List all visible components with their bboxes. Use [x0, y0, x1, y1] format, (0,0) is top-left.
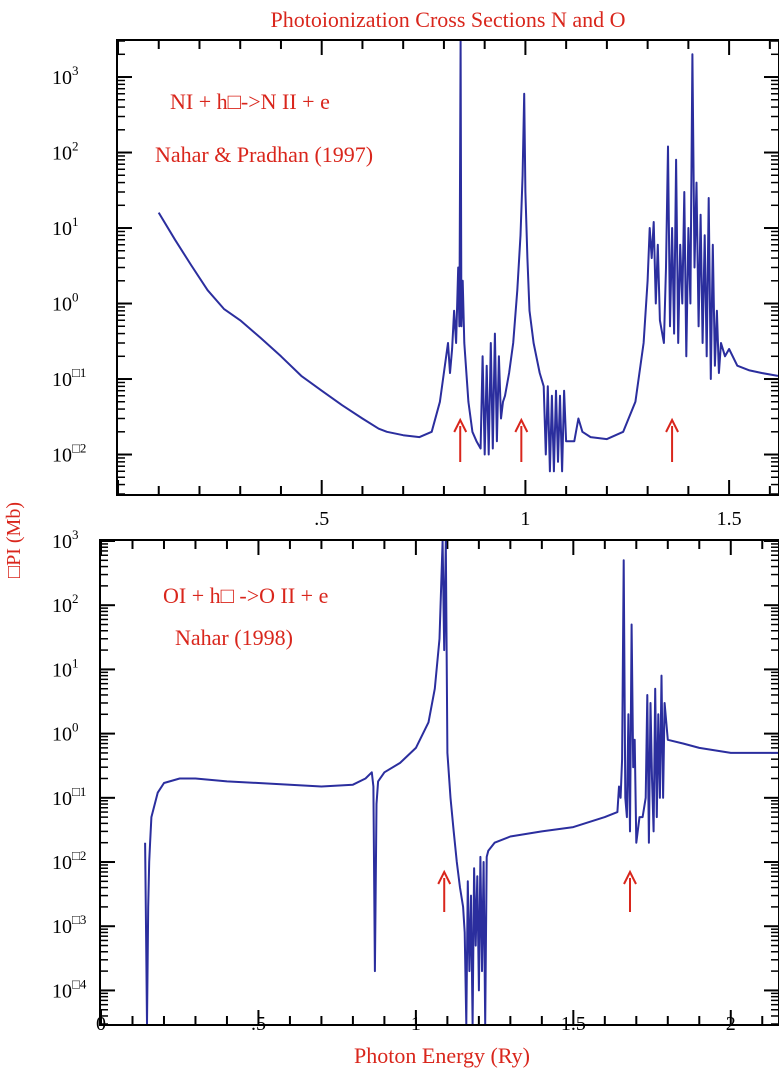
- ytick-exponent: 2: [72, 591, 79, 606]
- ytick-base: 10: [52, 980, 72, 1002]
- top-ytick-label: 101: [52, 214, 79, 240]
- bottom-annotation-reaction: OI + h□ ->O II + e: [163, 583, 328, 608]
- ytick-exponent: 2: [72, 139, 79, 154]
- top-panel-arrows: [453, 417, 679, 462]
- ytick-base: 10: [52, 724, 72, 746]
- ytick-base: 10: [52, 67, 72, 89]
- ytick-exponent: 1: [72, 655, 79, 670]
- top-ytick-label: 10□1: [52, 365, 86, 391]
- bot-ytick-label: 10□3: [52, 912, 86, 938]
- ytick-base: 10: [52, 788, 72, 810]
- ytick-base: 10: [52, 595, 72, 617]
- bot-ytick-label: 102: [52, 591, 79, 617]
- bot-xtick-label: 1: [411, 1013, 421, 1035]
- ytick-base: 10: [52, 445, 72, 467]
- bot-ytick-label: 10□2: [52, 848, 86, 874]
- bot-xtick-label: .5: [251, 1013, 266, 1035]
- ytick-exponent: 1: [72, 214, 79, 229]
- ytick-exponent: 3: [72, 527, 79, 542]
- bot-arrow: [437, 869, 452, 912]
- bot-xtick-label: 2: [726, 1013, 736, 1035]
- top-ytick-label: 10□2: [52, 441, 86, 467]
- bottom-annotation-reference: Nahar (1998): [175, 625, 293, 650]
- top-series-line: [157, 41, 778, 473]
- top-panel-curve-group: [157, 41, 778, 473]
- ytick-exponent: 3: [72, 63, 79, 78]
- arrow-head: [514, 417, 529, 433]
- top-panel-ticks: [117, 40, 778, 495]
- bottom-x-tick-labels: 0 .5 1 1.5 2: [96, 1013, 736, 1035]
- ytick-exponent: 0: [72, 720, 79, 735]
- bot-ytick-label: 103: [52, 527, 79, 553]
- arrow-head: [453, 417, 468, 433]
- y-axis-label: □PI (Mb): [3, 502, 25, 578]
- ytick-base: 10: [52, 294, 72, 316]
- bottom-panel-frame: [99, 539, 779, 1026]
- arrow-head: [437, 869, 452, 885]
- bot-series-line: [144, 541, 778, 1024]
- ytick-exponent: □2: [72, 848, 86, 863]
- top-annotation-reaction: NI + h□->N II + e: [170, 89, 330, 114]
- arrow-head: [623, 869, 637, 885]
- bot-ytick-label: 100: [52, 720, 79, 746]
- ytick-base: 10: [52, 916, 72, 938]
- chart-title: Photoionization Cross Sections N and O: [270, 7, 625, 32]
- top-ytick-label: 102: [52, 139, 79, 165]
- bot-ytick-label: 10□4: [52, 976, 87, 1002]
- top-xtick-label: .5: [314, 508, 329, 530]
- ytick-base: 10: [52, 143, 72, 165]
- top-ytick-label: 100: [52, 290, 79, 316]
- ytick-exponent: □2: [72, 441, 86, 456]
- ytick-base: 10: [52, 531, 72, 553]
- ytick-exponent: □1: [72, 365, 86, 380]
- top-xtick-label: 1.5: [717, 508, 742, 530]
- top-xtick-label: 1: [520, 508, 530, 530]
- ytick-base: 10: [52, 369, 72, 391]
- bottom-panel-ticks: [100, 540, 778, 1025]
- top-panel-frame: [116, 39, 779, 496]
- top-annotation-reference: Nahar & Pradhan (1997): [155, 142, 373, 167]
- top-arrow: [514, 417, 529, 462]
- top-ytick-label: 103: [52, 63, 79, 89]
- top-arrow: [665, 417, 679, 462]
- top-arrow: [453, 417, 468, 462]
- bot-arrow: [623, 869, 637, 912]
- ytick-exponent: □1: [72, 784, 86, 799]
- ytick-base: 10: [52, 852, 72, 874]
- ytick-base: 10: [52, 218, 72, 240]
- bot-ytick-label: 10□1: [52, 784, 86, 810]
- bottom-panel-arrows: [437, 869, 637, 912]
- arrow-head: [665, 417, 679, 433]
- ytick-exponent: □3: [72, 912, 86, 927]
- bot-xtick-label: 1.5: [561, 1013, 586, 1035]
- ytick-exponent: 0: [72, 290, 79, 305]
- bot-ytick-label: 101: [52, 655, 79, 681]
- bot-xtick-label: 0: [96, 1013, 106, 1035]
- x-axis-label: Photon Energy (Ry): [354, 1043, 530, 1068]
- top-x-tick-labels: .5 1 1.5: [314, 508, 741, 530]
- ytick-exponent: □4: [72, 976, 87, 991]
- bottom-panel-curve-group: [144, 541, 778, 1024]
- ytick-base: 10: [52, 659, 72, 681]
